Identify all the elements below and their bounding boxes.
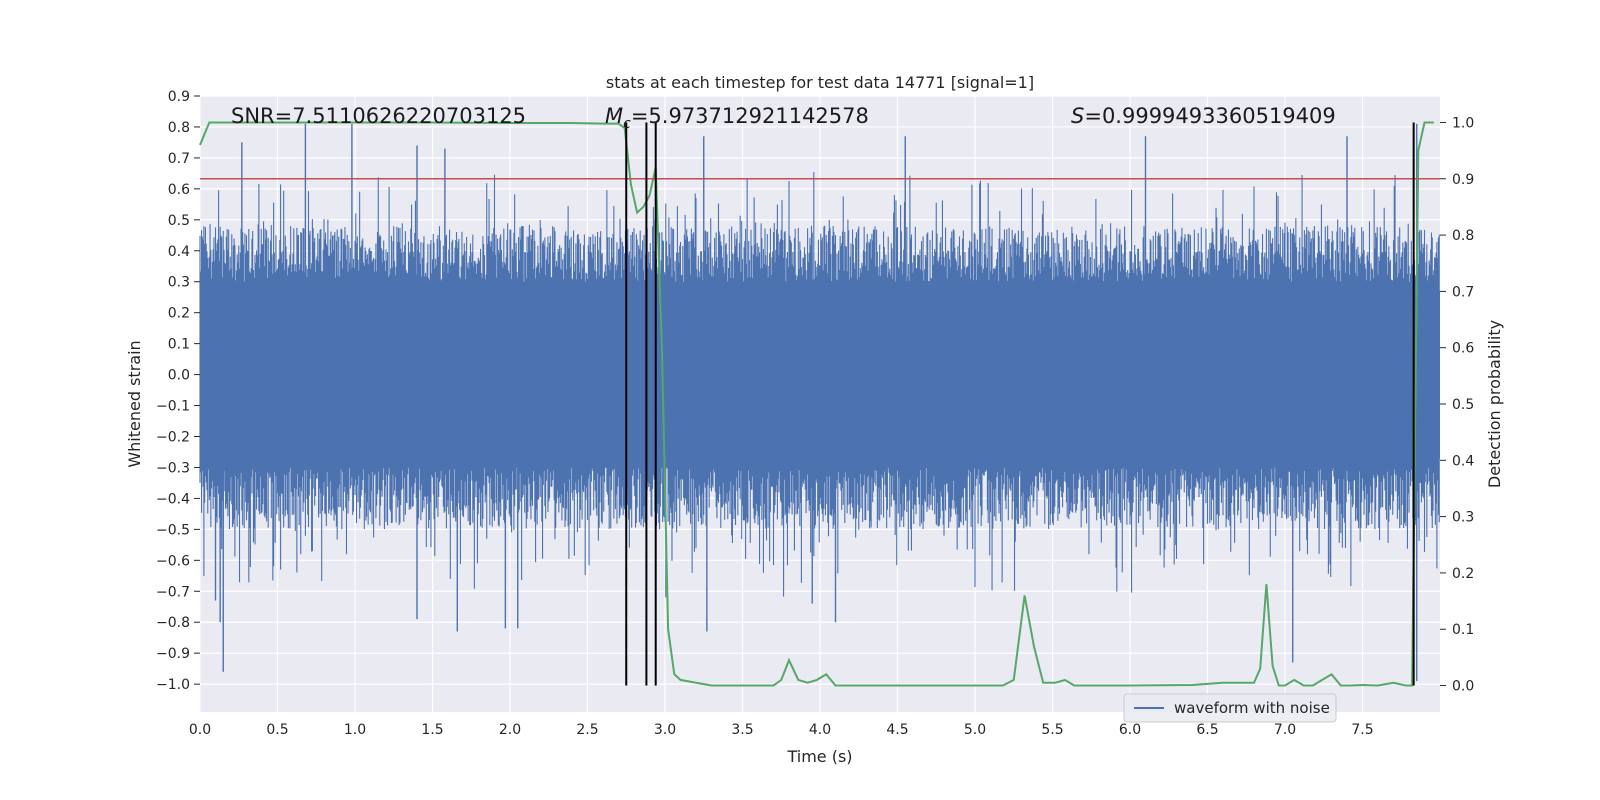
x-tick-label: 2.5 [576,722,598,738]
y-tick-label: 0.6 [168,182,190,198]
x-tick-label: 2.0 [499,722,521,738]
x-axis-ticks: 0.0 0.5 1.0 1.5 2.0 2.5 3.0 3.5 4.0 4.5 5.0 5.5 6.0 6… [189,722,1374,738]
right-tick-label: 0.8 [1452,228,1474,244]
y-tick-label: 0.0 [168,368,190,384]
right-tick-label: 0.4 [1452,453,1474,469]
y-tick-label: 0.5 [168,213,190,229]
y-tick-label: −0.7 [156,584,190,600]
right-tick-label: 0.2 [1452,566,1474,582]
x-tick-label: 3.5 [731,722,753,738]
legend-box [1123,693,1337,723]
right-tick-label: 0.3 [1452,510,1474,526]
y-axis-ticks: 0.9 0.8 0.7 0.6 0.5 0.4 0.3 0.2 0.1 0.0 −0.1 −0.2 −0… [156,89,200,693]
y-tick-label: −0.6 [156,553,190,569]
x-axis-label: Time (s) [786,747,852,766]
y-axis-label: Whitened strain [125,340,144,467]
y-tick-label: −0.8 [156,615,190,631]
chirp-mass-symbol: M [605,104,623,128]
right-tick-label: 0.1 [1452,622,1474,638]
y-tick-label: 0.7 [168,151,190,167]
x-tick-label: 0.0 [189,722,211,738]
x-tick-label: 1.0 [344,722,366,738]
chirp-mass-value: =5.973712921142578 [631,104,869,128]
y-tick-label: −0.9 [156,646,190,662]
y-tick-label: 0.4 [168,244,190,260]
y-tick-label: −1.0 [156,677,190,693]
legend-label: waveform with noise [1174,699,1330,717]
y-tick-label: −0.4 [156,491,190,507]
right-axis-label: Detection probability [1485,320,1504,488]
detection-statistic-symbol: S [1071,104,1084,128]
detection-statistic-annotation: S=0.9999493360519409 [1071,104,1336,128]
y-tick-label: 0.2 [168,306,190,322]
legend: waveform with noise [1123,693,1337,723]
waveform-with-noise-series [199,123,1440,682]
x-tick-label: 6.5 [1196,722,1218,738]
right-tick-label: 0.9 [1452,172,1474,188]
overlay-lines [199,121,1440,687]
chirp-mass-subscript: c [623,116,631,132]
waveform-noise-trace [199,172,1440,598]
chart-title: stats at each timestep for test data 147… [606,73,1034,92]
x-tick-label: 5.5 [1041,722,1063,738]
y-tick-label: −0.1 [156,399,190,415]
y-tick-label: 0.3 [168,275,190,291]
detection-statistic-value: =0.9999493360519409 [1084,104,1335,128]
y-tick-label: 0.9 [168,89,190,105]
x-tick-label: 4.0 [809,722,831,738]
right-tick-label: 0.7 [1452,284,1474,300]
chirp-mass-annotation: Mc=5.973712921142578 [605,104,869,132]
right-tick-label: 0.0 [1452,679,1474,695]
y-tick-label: −0.5 [156,522,190,538]
y-tick-label: 0.8 [168,120,190,136]
y-tick-label: −0.3 [156,460,190,476]
x-tick-label: 5.0 [964,722,986,738]
y-tick-label: 0.1 [168,337,190,353]
right-tick-label: 1.0 [1452,115,1474,131]
right-tick-label: 0.6 [1452,341,1474,357]
x-tick-label: 3.0 [654,722,676,738]
x-tick-label: 0.5 [266,722,288,738]
x-tick-label: 6.0 [1119,722,1141,738]
snr-annotation: SNR=7.5110626220703125 [231,104,526,128]
right-axis-ticks: 1.0 0.9 0.8 0.7 0.6 0.5 0.4 0.3 0.2 0.1 0.0 [1440,115,1474,695]
y-tick-label: −0.2 [156,430,190,446]
x-tick-label: 7.5 [1351,722,1373,738]
x-tick-label: 7.0 [1274,722,1296,738]
x-tick-label: 1.5 [421,722,443,738]
x-tick-label: 4.5 [886,722,908,738]
right-tick-label: 0.5 [1452,397,1474,413]
